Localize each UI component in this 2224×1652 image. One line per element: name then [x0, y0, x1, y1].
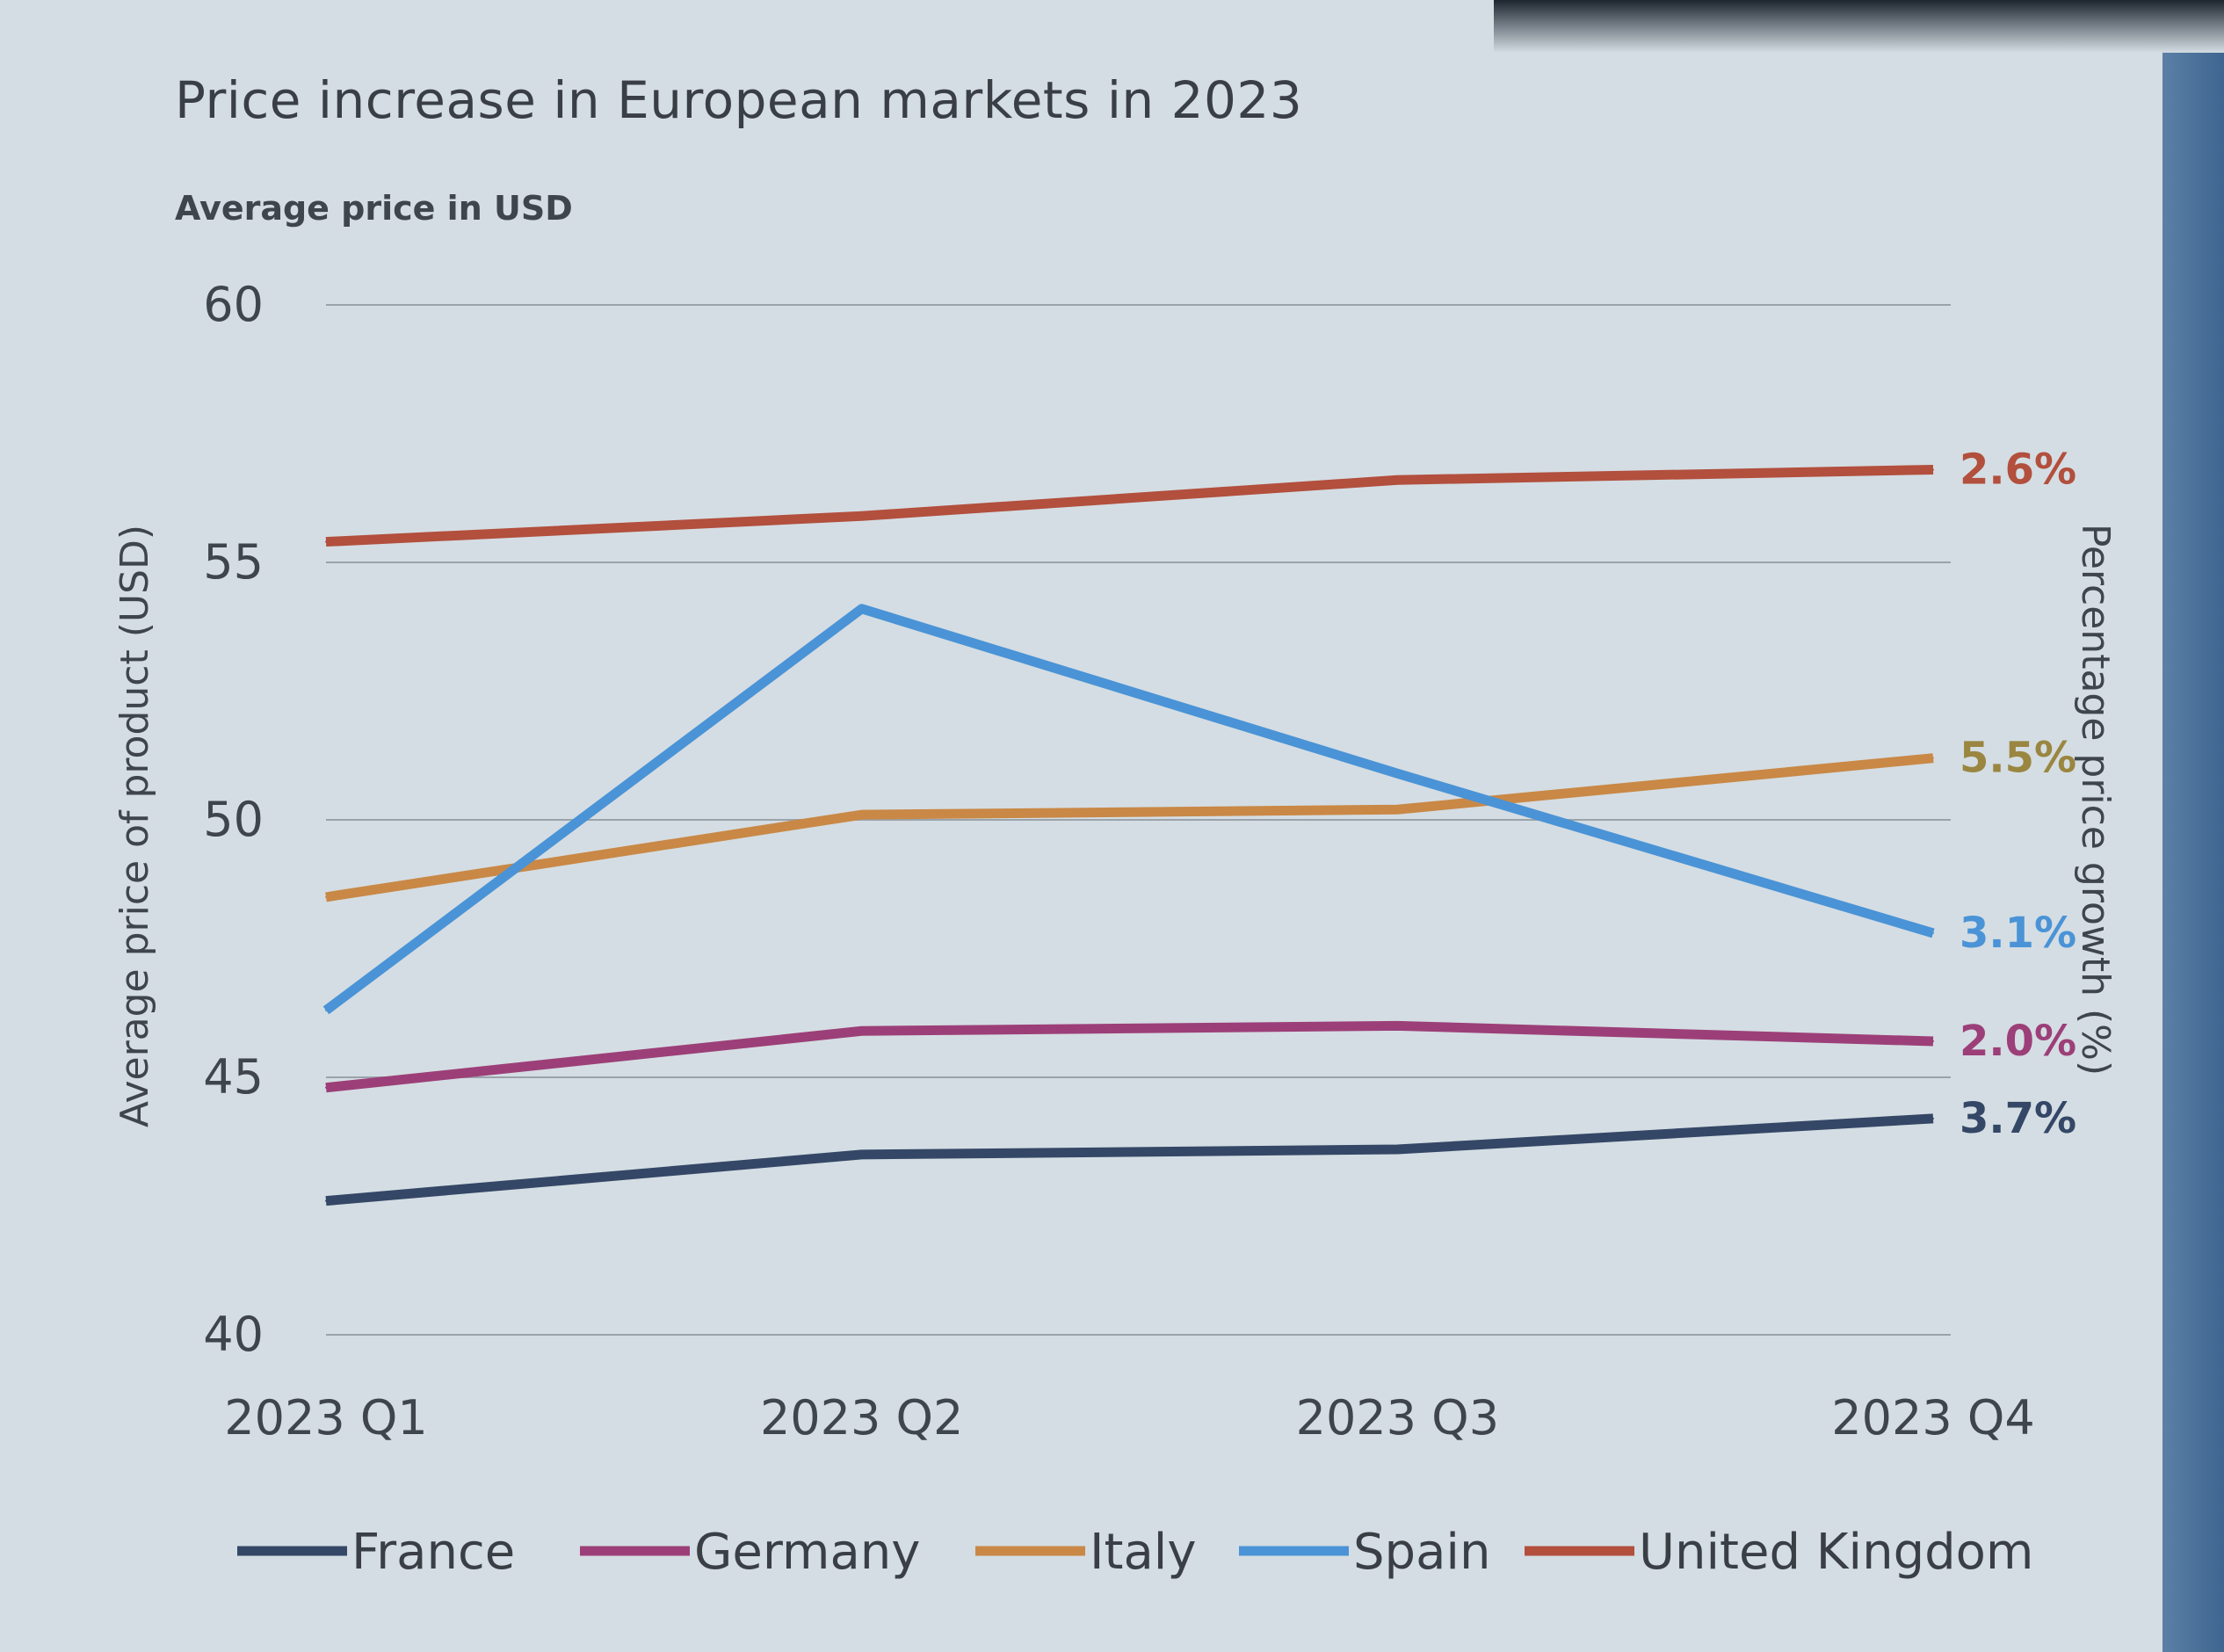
growth-label: 5.5%	[1960, 734, 2076, 783]
data-point	[860, 515, 863, 518]
x-tick-label: 2023 Q1	[224, 1390, 427, 1446]
data-point	[1932, 1117, 1934, 1119]
data-point	[325, 1199, 327, 1202]
x-axis-ticks: 2023 Q1 2023 Q2 2023 Q3 2023 Q4	[224, 1390, 2034, 1446]
series-line-france	[325, 1113, 1934, 1206]
series-line-spain	[322, 604, 1935, 1015]
y-tick-label: 45	[203, 1049, 264, 1105]
data-point	[860, 814, 863, 816]
data-point	[1932, 468, 1934, 471]
legend-label: Germany	[694, 1524, 920, 1581]
series-line-united-kingdom	[325, 465, 1934, 547]
chart-title: Price increase in European markets in 20…	[175, 70, 1303, 130]
growth-labels: 3.7% 2.0% 5.5% 3.1% 2.6%	[1960, 446, 2076, 1143]
y-tick-label: 50	[203, 792, 264, 847]
legend: France Germany Italy Spain United Kingdom	[237, 1524, 2033, 1581]
y-tick-label: 55	[203, 534, 264, 590]
data-point	[325, 1086, 327, 1089]
y2-axis-title: Percentage price growth (%)	[2073, 524, 2118, 1076]
data-point	[325, 1009, 327, 1011]
legend-label: France	[351, 1524, 515, 1581]
x-tick-label: 2023 Q2	[760, 1390, 963, 1446]
slide-edge-strip	[2162, 53, 2224, 1652]
y-tick-label: 40	[203, 1307, 264, 1362]
series-line-italy	[325, 753, 1934, 902]
growth-label: 3.1%	[1960, 909, 2076, 958]
data-point	[325, 540, 327, 543]
series-line-germany	[325, 1020, 1934, 1093]
data-point	[1396, 808, 1399, 811]
gridlines	[326, 304, 1951, 1336]
chart-subtitle: Average price in USD	[175, 189, 573, 228]
data-point	[1932, 931, 1934, 934]
data-point	[860, 1153, 863, 1156]
data-point	[860, 1030, 863, 1032]
y-tick-label: 60	[203, 277, 264, 332]
y-axis-ticks: 40 45 50 55 60	[203, 277, 264, 1362]
legend-label: United Kingdom	[1639, 1524, 2033, 1581]
data-point	[1396, 772, 1399, 775]
y-axis-title: Average price of product (USD)	[112, 525, 157, 1127]
series-lines	[322, 465, 1935, 1206]
x-tick-label: 2023 Q3	[1296, 1390, 1499, 1446]
data-point	[860, 607, 863, 610]
data-point	[1396, 1148, 1399, 1151]
data-point	[1932, 757, 1934, 759]
growth-label: 2.6%	[1960, 446, 2076, 495]
growth-label: 3.7%	[1960, 1094, 2076, 1143]
legend-label: Italy	[1090, 1524, 1197, 1581]
screen-edge-dark	[1494, 0, 2224, 53]
data-point	[325, 895, 327, 898]
data-point	[1396, 1025, 1399, 1027]
x-tick-label: 2023 Q4	[1831, 1390, 2034, 1446]
data-point	[1932, 1040, 1934, 1042]
legend-label: Spain	[1353, 1524, 1490, 1581]
growth-label: 2.0%	[1960, 1017, 2076, 1066]
data-point	[1396, 479, 1399, 482]
